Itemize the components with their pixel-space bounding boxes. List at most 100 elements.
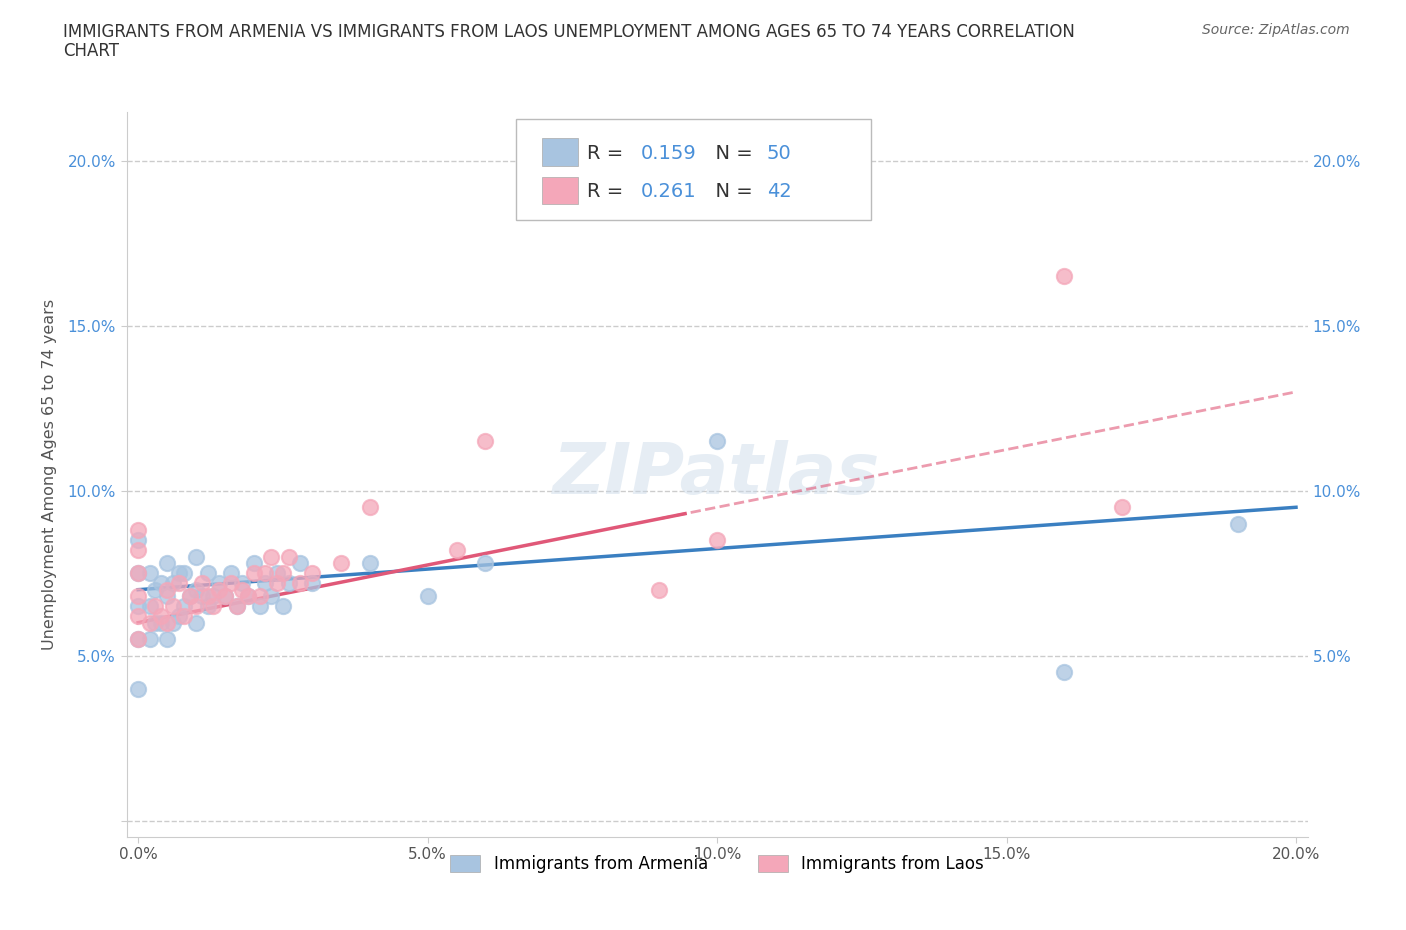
Text: IMMIGRANTS FROM ARMENIA VS IMMIGRANTS FROM LAOS UNEMPLOYMENT AMONG AGES 65 TO 74: IMMIGRANTS FROM ARMENIA VS IMMIGRANTS FR… — [63, 23, 1076, 41]
Point — [208, 576, 231, 591]
Point — [266, 565, 288, 580]
Point — [173, 565, 195, 580]
Point — [225, 599, 247, 614]
Point — [191, 576, 214, 591]
Point — [231, 582, 253, 597]
Point — [127, 681, 149, 696]
Point — [359, 499, 381, 514]
Point — [260, 550, 283, 565]
Point — [150, 616, 173, 631]
Point — [127, 589, 149, 604]
Point — [219, 576, 242, 591]
Point — [184, 582, 207, 597]
Point — [266, 576, 288, 591]
Text: 0.261: 0.261 — [640, 182, 696, 201]
Text: 50: 50 — [766, 144, 792, 163]
Point — [271, 565, 294, 580]
Text: 42: 42 — [766, 182, 792, 201]
FancyBboxPatch shape — [543, 139, 578, 166]
Text: Source: ZipAtlas.com: Source: ZipAtlas.com — [1202, 23, 1350, 37]
Point — [179, 589, 201, 604]
Point — [184, 599, 207, 614]
Point — [127, 565, 149, 580]
Point — [145, 616, 167, 631]
Text: ZIPatlas: ZIPatlas — [554, 440, 880, 509]
Point — [179, 589, 201, 604]
Point — [290, 576, 312, 591]
Point — [162, 616, 184, 631]
Point — [706, 434, 728, 449]
Point — [219, 565, 242, 580]
Point — [127, 533, 149, 548]
Point — [474, 556, 496, 571]
Point — [138, 631, 160, 646]
Point — [127, 523, 149, 538]
Point — [127, 599, 149, 614]
Point — [416, 589, 439, 604]
Point — [197, 565, 219, 580]
Point — [150, 576, 173, 591]
Point — [145, 599, 167, 614]
Point — [173, 599, 195, 614]
Text: R =: R = — [588, 144, 630, 163]
Point — [359, 556, 381, 571]
Point — [301, 576, 323, 591]
Point — [254, 576, 277, 591]
Text: CHART: CHART — [63, 42, 120, 60]
Legend: Immigrants from Armenia, Immigrants from Laos: Immigrants from Armenia, Immigrants from… — [443, 848, 991, 880]
Point — [706, 533, 728, 548]
Point — [474, 434, 496, 449]
Text: 0.159: 0.159 — [640, 144, 696, 163]
Point — [150, 608, 173, 623]
Point — [184, 550, 207, 565]
Point — [162, 599, 184, 614]
Point — [191, 589, 214, 604]
Point — [156, 582, 179, 597]
Point — [1053, 269, 1076, 284]
Point — [145, 582, 167, 597]
Point — [208, 582, 231, 597]
FancyBboxPatch shape — [516, 119, 870, 220]
Point — [167, 565, 190, 580]
Point — [127, 631, 149, 646]
Point — [249, 599, 271, 614]
Point — [184, 616, 207, 631]
Point — [214, 589, 236, 604]
Point — [156, 589, 179, 604]
Point — [197, 599, 219, 614]
Point — [254, 565, 277, 580]
Point — [225, 599, 247, 614]
Point — [167, 576, 190, 591]
Point — [329, 556, 352, 571]
Point — [301, 565, 323, 580]
Point — [290, 556, 312, 571]
Point — [156, 556, 179, 571]
Point — [214, 589, 236, 604]
Point — [156, 616, 179, 631]
Point — [243, 556, 266, 571]
Point — [138, 599, 160, 614]
Text: R =: R = — [588, 182, 630, 201]
Point — [138, 616, 160, 631]
Point — [156, 631, 179, 646]
Point — [138, 565, 160, 580]
Point — [127, 543, 149, 558]
Point — [648, 582, 671, 597]
Point — [197, 589, 219, 604]
Point — [271, 599, 294, 614]
Point — [162, 576, 184, 591]
Text: N =: N = — [703, 182, 759, 201]
Text: N =: N = — [703, 144, 759, 163]
Point — [1053, 665, 1076, 680]
Point — [231, 576, 253, 591]
Point — [236, 589, 259, 604]
Point — [127, 565, 149, 580]
Point — [277, 576, 299, 591]
Point — [1227, 516, 1250, 531]
Point — [1111, 499, 1133, 514]
Point — [167, 608, 190, 623]
Point — [446, 543, 468, 558]
Point — [202, 589, 225, 604]
Y-axis label: Unemployment Among Ages 65 to 74 years: Unemployment Among Ages 65 to 74 years — [42, 299, 56, 650]
Point — [173, 608, 195, 623]
